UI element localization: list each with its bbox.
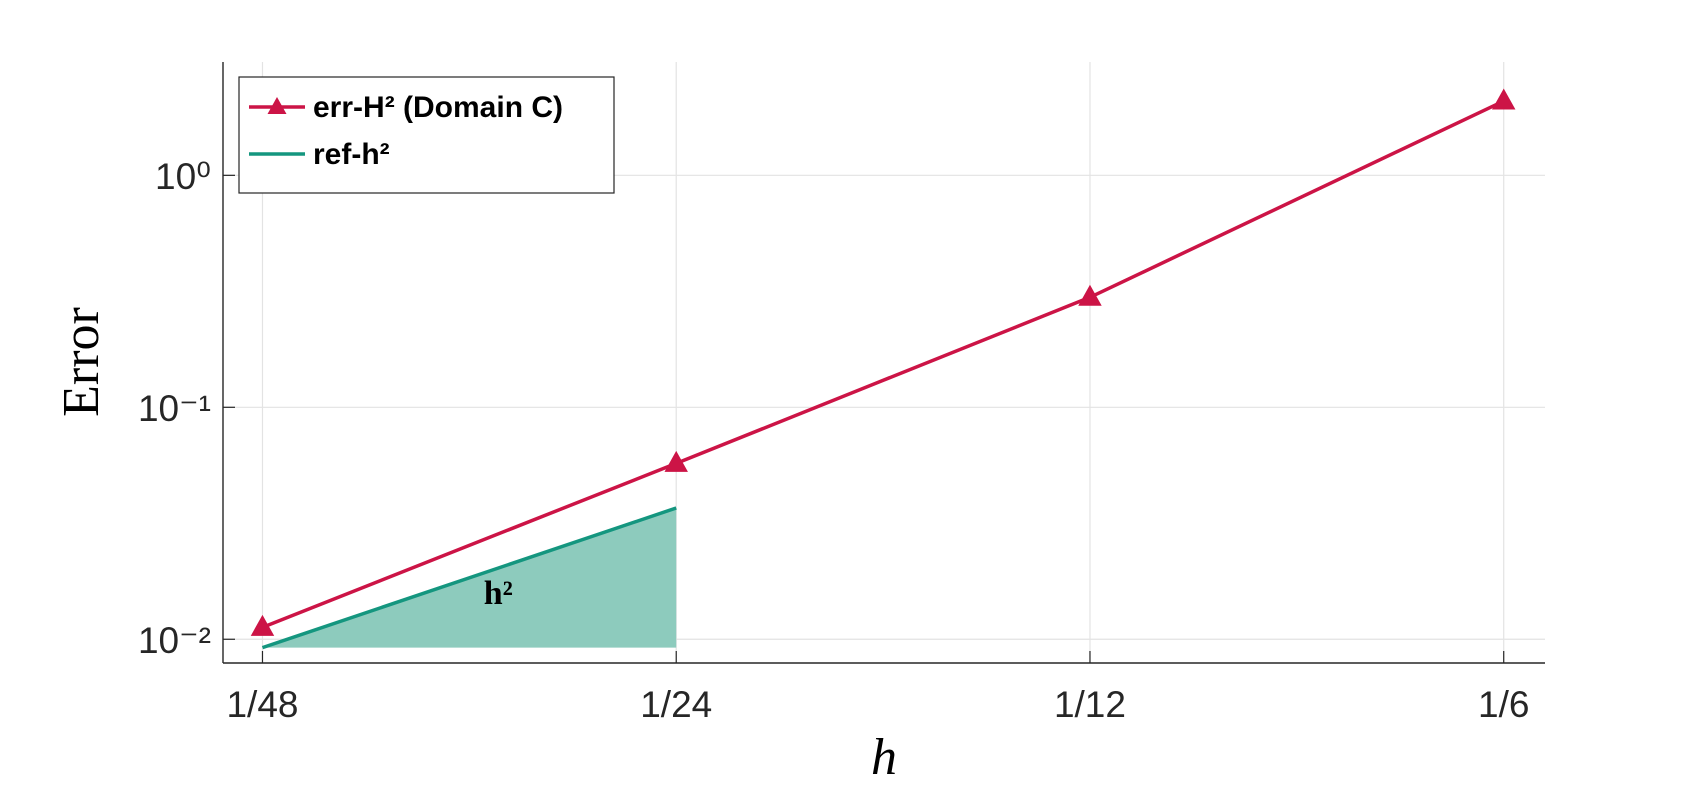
x-tick-label: 1/6 [1478, 684, 1529, 725]
marker [1491, 88, 1516, 110]
legend-box [238, 76, 615, 194]
marker [250, 614, 275, 636]
y-tick-label: 10⁻² [138, 620, 211, 661]
y-tick-label: 10⁰ [155, 156, 211, 197]
legend-label: err-H² (Domain C) [313, 91, 563, 124]
legend-label: ref-h² [313, 138, 390, 171]
marker [664, 450, 688, 472]
series-line [261, 506, 677, 650]
series-line [261, 99, 1505, 630]
x-tick-label: 1/24 [640, 684, 712, 725]
x-tick-label: 1/48 [226, 684, 298, 725]
y-axis-label: Error [53, 307, 110, 417]
x-axis-label: h [871, 729, 897, 786]
marker [1078, 284, 1102, 306]
legend-marker [267, 97, 287, 114]
legend: err-H² (Domain C) ref-h² [238, 76, 615, 194]
x-tick-label: 1/12 [1054, 684, 1126, 725]
y-tick-label: 10⁻¹ [138, 388, 211, 429]
annotation: h² [484, 575, 513, 612]
